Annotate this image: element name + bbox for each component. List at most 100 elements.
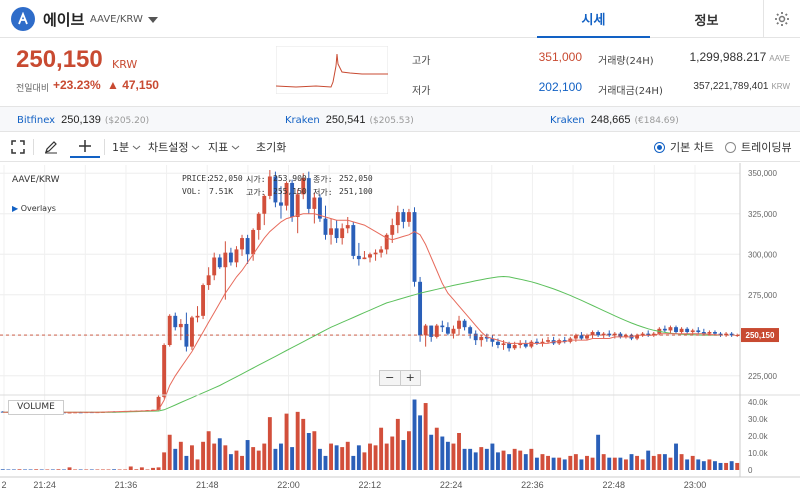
candle-body — [290, 182, 295, 217]
volume-bar — [173, 448, 178, 470]
candlestick-chart[interactable]: 225,000 275,000 300,000 325,000 350,000 2 21:2… — [0, 163, 800, 497]
moving-average-fast-line — [2, 213, 721, 413]
crosshair-button[interactable] — [70, 136, 100, 158]
volume-bar — [284, 413, 289, 470]
caret-right-icon: ▶ — [12, 204, 19, 213]
tab-market[interactable]: 시세 — [537, 0, 650, 38]
volume-bar — [201, 441, 206, 470]
volume-bar — [351, 455, 356, 470]
volume-bar — [23, 469, 27, 470]
zoom-in-button[interactable]: + — [399, 371, 421, 385]
volume-bar — [184, 455, 189, 470]
chart-symbol-label: AAVE/KRW — [12, 175, 60, 185]
indicators-label: 지표 — [208, 141, 229, 154]
chevron-down-icon — [192, 145, 200, 150]
volume-bar — [434, 427, 439, 470]
settings-button[interactable] — [763, 0, 800, 38]
mini-sparkline-chart — [276, 46, 388, 94]
zoom-out-button[interactable]: − — [385, 371, 395, 384]
exchange-item[interactable]: Kraken 248,665 (€184.69) — [550, 114, 679, 126]
volume-bar — [17, 469, 22, 470]
volume-bar — [312, 431, 317, 470]
chart-settings-menu[interactable]: 차트설정 — [148, 139, 200, 155]
candle-body — [457, 320, 461, 329]
volume-bar — [73, 469, 78, 470]
volume-bar — [379, 427, 384, 470]
volume-bar — [557, 457, 562, 470]
candle-body — [412, 212, 417, 282]
exchange-item[interactable]: Kraken 250,541 ($205.53) — [285, 114, 414, 126]
volume-bar — [11, 469, 16, 470]
candle-body — [612, 333, 617, 336]
draw-button[interactable] — [44, 140, 58, 154]
volume-bar — [618, 457, 623, 470]
volume-bar — [735, 462, 740, 470]
x-tick-label: 21:48 — [196, 480, 219, 490]
candle-body — [529, 341, 534, 347]
pencil-icon — [45, 141, 57, 154]
candle-body — [228, 252, 233, 263]
volume-bar — [0, 469, 5, 470]
y-tick-label: 350,000 — [748, 169, 777, 178]
candle-body — [390, 225, 395, 235]
candle-body — [585, 335, 589, 339]
volume-bar — [223, 445, 228, 470]
volume-bar — [228, 454, 233, 470]
candle-body — [735, 335, 740, 337]
basic-chart-option[interactable]: 기본 차트 — [654, 139, 714, 155]
candle-body — [713, 332, 717, 334]
overlays-toggle[interactable]: ▶ Overlays — [12, 204, 56, 213]
exchange-price: 248,665 — [590, 114, 631, 126]
volume-bar — [95, 469, 100, 470]
candle-body — [607, 333, 612, 336]
volume-bar — [573, 454, 578, 470]
exchange-item[interactable]: Bitfinex 250,139 ($205.20) — [17, 114, 149, 126]
candle-body — [0, 411, 5, 413]
volume-bar — [340, 447, 345, 470]
exchange-price: 250,541 — [325, 114, 366, 126]
price-chart-area[interactable]: 225,000 275,000 300,000 325,000 350,000 2 21:2… — [0, 163, 800, 497]
fullscreen-button[interactable] — [11, 140, 25, 154]
current-price: 250,150 — [16, 46, 103, 73]
tab-info[interactable]: 정보 — [694, 13, 719, 29]
volume-bar — [62, 469, 66, 470]
candle-body — [234, 249, 239, 263]
ohlc-high-value: 255,150 — [273, 187, 307, 196]
candle-body — [273, 176, 278, 203]
candle-body — [468, 327, 473, 334]
volume-bar — [112, 469, 117, 470]
gear-icon — [775, 12, 789, 26]
candle-body — [356, 255, 361, 260]
interval-select[interactable]: 1분 — [112, 139, 141, 155]
tradingview-option[interactable]: 트레이딩뷰 — [725, 139, 792, 155]
candle-body — [724, 333, 729, 336]
reset-button[interactable]: 초기화 — [256, 141, 287, 154]
candle-body — [484, 336, 489, 339]
volume-bar — [329, 443, 333, 470]
volume-bar — [690, 455, 695, 470]
volume-bar — [629, 454, 634, 470]
volume-bar — [134, 469, 139, 470]
amount-24h-unit: KRW — [771, 82, 790, 91]
volume-bar — [662, 454, 667, 470]
chart-toolbar: 1분 차트설정 지표 초기화 기본 차트 트레이딩뷰 — [0, 132, 800, 162]
volume-bar — [518, 450, 523, 470]
volume-bar — [562, 459, 567, 470]
volume-bar — [484, 448, 489, 470]
prev-day-label: 전일대비 — [16, 84, 50, 94]
candle-body — [718, 333, 723, 336]
volume-bar — [540, 454, 545, 470]
volume-bar — [501, 450, 506, 470]
indicators-menu[interactable]: 지표 — [208, 139, 240, 155]
candle-body — [635, 335, 640, 339]
coin-select-caret-icon[interactable] — [146, 13, 160, 27]
volume-24h-label: 거래량(24H) — [598, 56, 654, 67]
candle-body — [329, 228, 333, 235]
volume-bar — [262, 443, 267, 470]
ohlc-open-value: 253,900 — [273, 174, 307, 183]
volume-bar — [457, 433, 461, 470]
candle-body — [679, 328, 684, 333]
volume-bar — [635, 455, 640, 470]
volume-bar — [585, 455, 589, 470]
volume-bar — [78, 469, 83, 470]
